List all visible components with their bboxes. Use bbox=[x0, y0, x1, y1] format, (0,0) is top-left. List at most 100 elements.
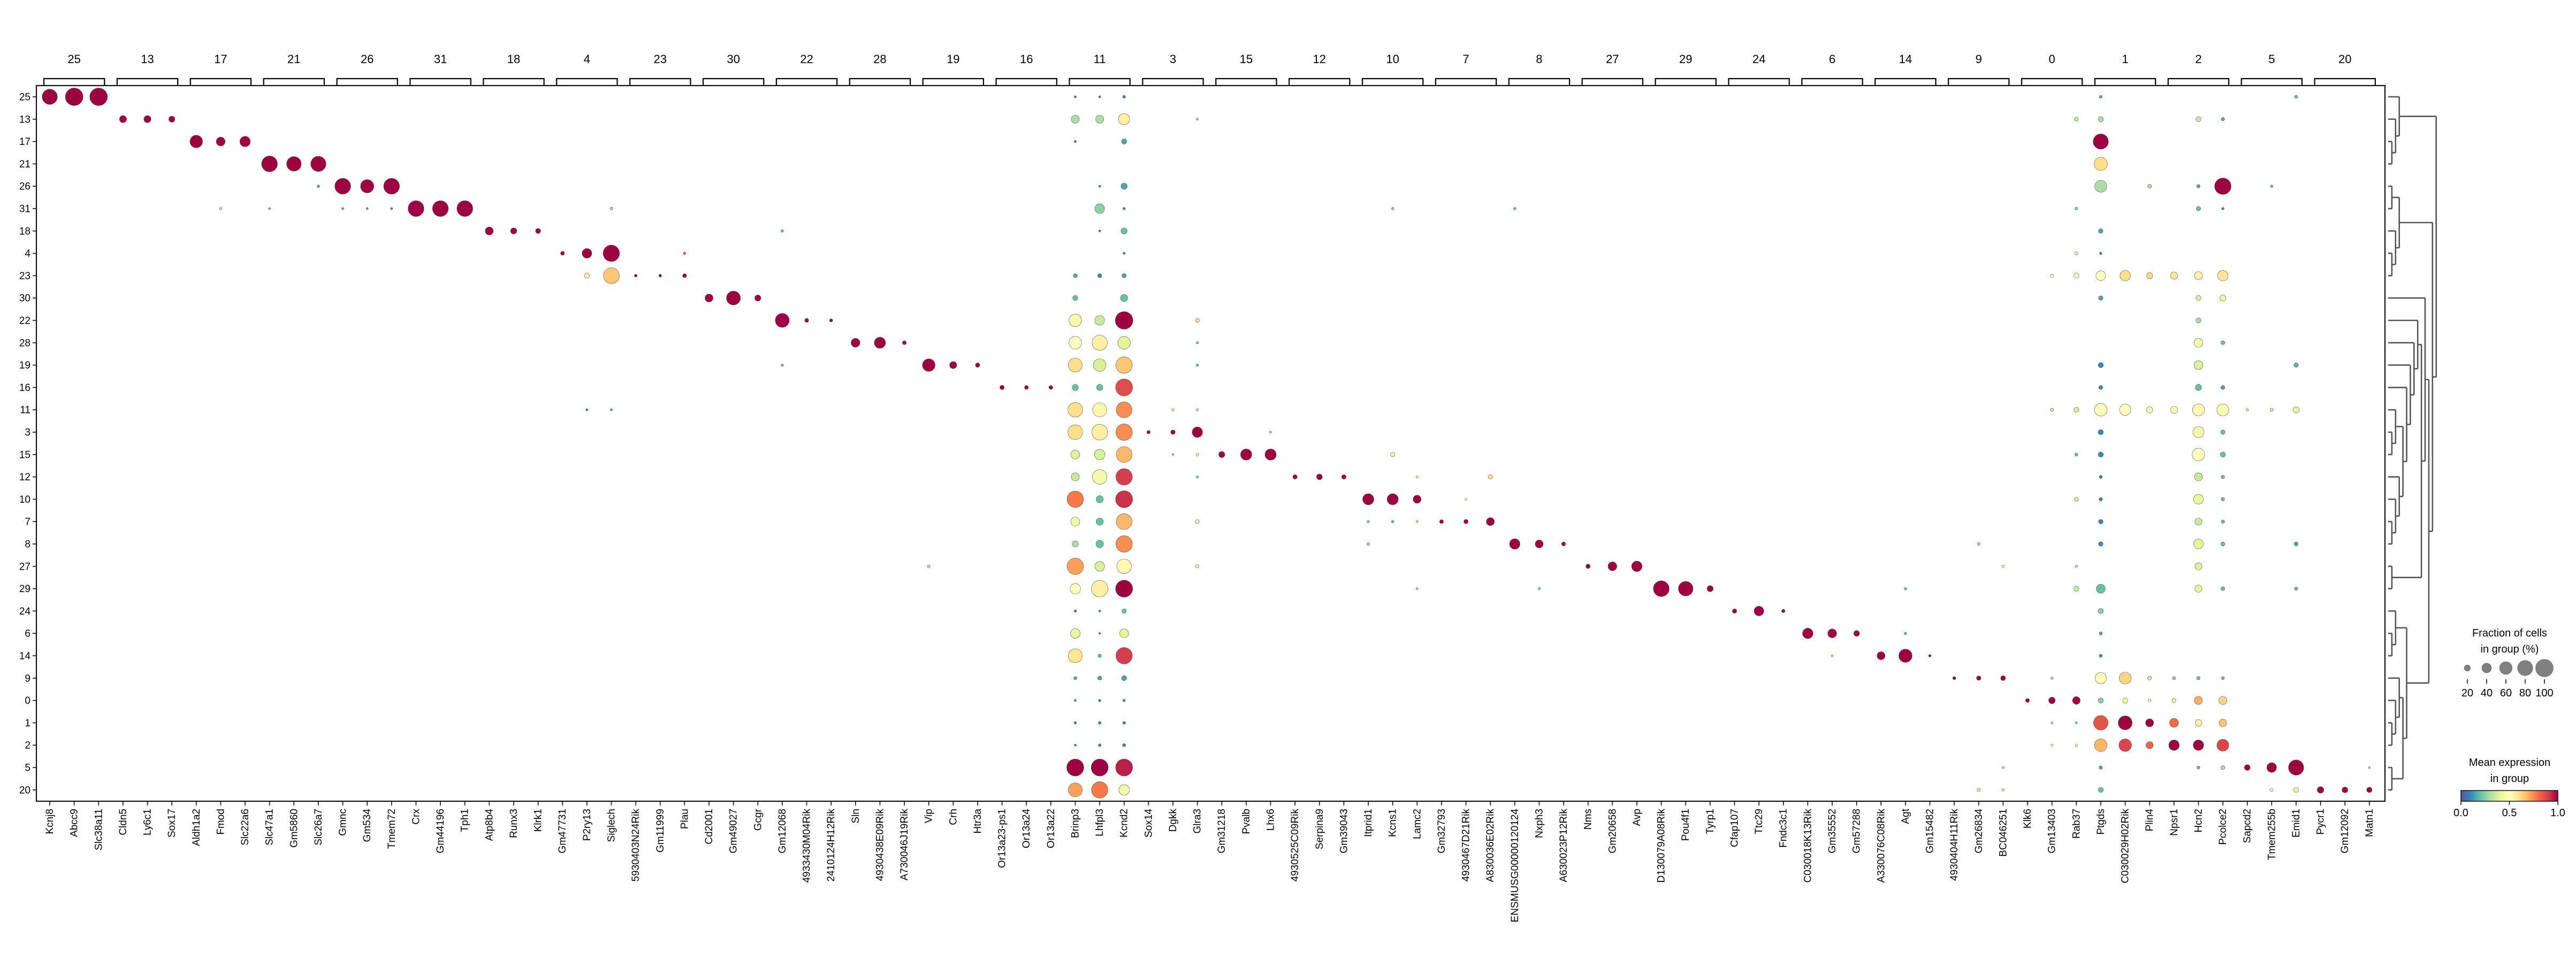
dot bbox=[2342, 787, 2348, 793]
color-legend-title: Mean expression bbox=[2469, 757, 2550, 769]
dot bbox=[219, 207, 223, 210]
dot bbox=[1073, 721, 1077, 725]
dot bbox=[1192, 426, 1203, 438]
dot bbox=[119, 115, 127, 123]
colorbar-label: 0.5 bbox=[2502, 807, 2517, 819]
dot bbox=[1195, 363, 1199, 367]
dot bbox=[2093, 134, 2109, 150]
dot bbox=[1123, 699, 1126, 702]
dot bbox=[1074, 140, 1077, 143]
dot bbox=[2195, 384, 2202, 391]
dot bbox=[1391, 520, 1394, 523]
gene-label: A630023P12Rik bbox=[1558, 809, 1569, 883]
dot bbox=[2194, 696, 2203, 705]
dot bbox=[1904, 587, 1907, 590]
dot bbox=[2192, 448, 2205, 461]
dot bbox=[922, 358, 935, 372]
dot bbox=[1170, 430, 1176, 435]
dot bbox=[1439, 519, 1444, 524]
dot bbox=[2221, 765, 2226, 770]
size-legend-title: in group (%) bbox=[2481, 643, 2539, 655]
dot bbox=[2147, 676, 2152, 680]
group-label: 3 bbox=[1170, 52, 1176, 66]
dot bbox=[2094, 739, 2108, 752]
dot bbox=[2122, 697, 2128, 703]
dot bbox=[2025, 698, 2030, 703]
dot bbox=[2099, 497, 2103, 501]
dot bbox=[658, 274, 662, 278]
dot bbox=[2099, 475, 2103, 479]
dot bbox=[2075, 743, 2078, 747]
dot bbox=[2074, 273, 2079, 279]
gene-label: Dgkk bbox=[1168, 809, 1179, 832]
dot bbox=[1070, 517, 1080, 526]
dot bbox=[2098, 519, 2104, 524]
dot bbox=[2098, 385, 2103, 390]
dot bbox=[1066, 758, 1084, 777]
group-bracket bbox=[409, 78, 471, 86]
dot bbox=[1092, 335, 1108, 351]
dot bbox=[1068, 783, 1083, 797]
dot bbox=[1899, 649, 1912, 663]
gene-label: Atp8b4 bbox=[484, 809, 495, 841]
dot bbox=[754, 295, 761, 302]
dot bbox=[1146, 430, 1150, 434]
dot bbox=[143, 115, 151, 123]
gene-label: Gm534 bbox=[362, 809, 373, 842]
dot bbox=[1115, 311, 1133, 329]
group-label: 10 bbox=[1386, 52, 1399, 66]
dot bbox=[2001, 788, 2005, 792]
dot bbox=[1195, 453, 1199, 456]
gene-label: Itprid1 bbox=[1363, 809, 1374, 837]
dot bbox=[1391, 207, 1394, 210]
dot bbox=[1415, 476, 1419, 478]
dot bbox=[683, 251, 687, 255]
dot bbox=[1362, 493, 1374, 505]
group-label: 2 bbox=[2195, 52, 2201, 66]
gene-label: A330076C08Rik bbox=[1876, 809, 1887, 883]
dot bbox=[560, 251, 565, 256]
dot bbox=[1196, 118, 1199, 121]
gene-label: Abcc9 bbox=[69, 809, 80, 837]
colorbar-label: 0.0 bbox=[2453, 807, 2468, 819]
dot bbox=[2219, 719, 2227, 727]
dot bbox=[2098, 228, 2104, 234]
dot bbox=[2051, 722, 2053, 724]
gene-label: D130079A08Rik bbox=[1656, 809, 1667, 883]
dot bbox=[1316, 473, 1323, 480]
group-label: 11 bbox=[1094, 52, 1106, 66]
dot bbox=[2095, 271, 2106, 281]
dot bbox=[1116, 535, 1133, 553]
dot bbox=[2120, 270, 2131, 281]
group-label: 23 bbox=[654, 52, 667, 66]
dot bbox=[2094, 157, 2108, 171]
cluster-axis: 2513172126311842330222819161131512107827… bbox=[19, 92, 36, 796]
dot bbox=[2051, 677, 2054, 680]
dot bbox=[1171, 408, 1175, 411]
dot bbox=[1099, 632, 1101, 635]
cluster-label: 14 bbox=[19, 651, 31, 662]
gene-label: Tmem255b bbox=[2266, 809, 2277, 860]
gene-label: Gm39043 bbox=[1338, 809, 1350, 853]
cluster-label: 17 bbox=[19, 136, 31, 148]
gene-label: Nms bbox=[1583, 809, 1594, 830]
plot-area bbox=[35, 85, 2386, 802]
gene-label: Gm35552 bbox=[1827, 809, 1838, 853]
dot bbox=[1171, 453, 1174, 456]
dot bbox=[2288, 760, 2304, 776]
dot bbox=[2099, 251, 2102, 255]
dot bbox=[1116, 468, 1133, 486]
dot bbox=[2074, 407, 2079, 413]
group-label: 13 bbox=[141, 52, 154, 66]
group-label: 8 bbox=[1536, 52, 1542, 66]
dot bbox=[1118, 113, 1130, 125]
cluster-label: 28 bbox=[19, 338, 31, 349]
color-legend: Mean expression in group 0.0 0.5 1.0 bbox=[2453, 757, 2565, 819]
dot bbox=[603, 244, 620, 262]
dot bbox=[1976, 676, 1981, 681]
gene-label: Ttc29 bbox=[1754, 809, 1765, 834]
dot bbox=[1096, 384, 1103, 391]
dot bbox=[2075, 251, 2078, 255]
dot bbox=[2221, 676, 2225, 680]
cluster-label: 12 bbox=[19, 472, 31, 483]
